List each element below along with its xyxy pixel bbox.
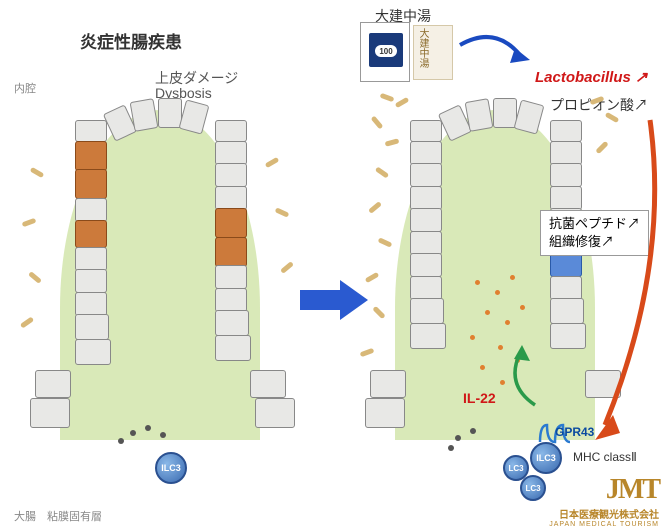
logo-mark: JMT xyxy=(549,474,659,506)
powder-label: 大建中湯 xyxy=(415,28,430,68)
medicine-packet-icon: 100 xyxy=(360,22,410,82)
base-label: 大腸 粘膜固有層 xyxy=(14,508,102,524)
left-villus xyxy=(20,110,300,450)
green-arrow-icon xyxy=(500,345,550,415)
logo-en: JAPAN MEDICAL TOURISM xyxy=(549,521,659,528)
logo: JMT 日本医療観光株式会社 JAPAN MEDICAL TOURISM xyxy=(549,474,659,528)
gpr43-label: GPR43 xyxy=(555,425,594,439)
ilc3-left: ILC3 xyxy=(155,452,187,484)
logo-jp: 日本医療観光株式会社 xyxy=(549,506,659,521)
left-title: 炎症性腸疾患 xyxy=(80,28,182,53)
red-arrow-icon xyxy=(565,115,665,455)
packet-arrow-icon xyxy=(455,30,535,80)
il22-label: IL-22 xyxy=(463,390,496,406)
lumen-label: 内腔 xyxy=(14,80,36,96)
packet-number: 100 xyxy=(375,45,397,57)
mhc-label: MHC classⅡ xyxy=(573,450,637,464)
ilc3-right: ILC3 xyxy=(530,442,562,474)
lactobacillus-label: Lactobacillus ↗ xyxy=(535,68,648,86)
lc3-2: LC3 xyxy=(520,475,546,501)
